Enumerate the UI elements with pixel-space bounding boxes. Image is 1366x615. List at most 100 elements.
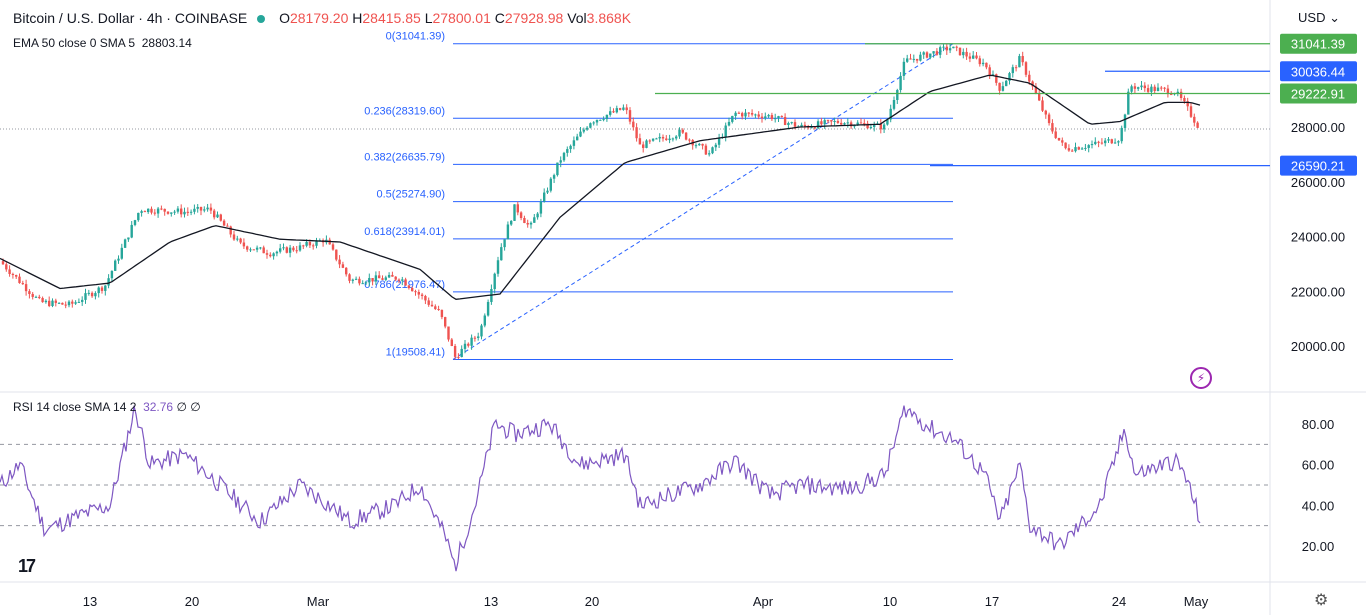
candle — [599, 119, 602, 121]
candle-body — [1153, 86, 1156, 91]
candle-body — [816, 121, 820, 129]
ema-legend[interactable]: EMA 50 close 0 SMA 5 28803.14 — [13, 36, 192, 50]
candle — [295, 245, 298, 254]
candle — [21, 280, 24, 285]
candle-body — [655, 138, 658, 140]
candle — [54, 298, 57, 307]
candle — [929, 53, 932, 60]
candle-body — [61, 302, 64, 305]
candle — [206, 203, 209, 212]
candle-body — [414, 291, 417, 293]
candle-body — [585, 127, 589, 130]
candle-body — [939, 47, 942, 55]
candle — [1021, 51, 1024, 66]
fibonacci-retracement[interactable]: 0(31041.39) 0.236(28319.60) 0.382(26635.79… — [364, 31, 954, 360]
candle — [777, 115, 780, 123]
candle-body — [315, 240, 318, 246]
candle — [473, 335, 477, 342]
candle-body — [747, 112, 750, 114]
candle-body — [1160, 87, 1163, 89]
candle — [1146, 84, 1150, 94]
candle — [975, 52, 978, 60]
rsi-tick-label: 60.00 — [1302, 458, 1335, 473]
candle — [1156, 83, 1160, 92]
candle-body — [246, 246, 249, 250]
candle — [470, 334, 473, 350]
candle — [678, 127, 681, 139]
candle — [1008, 71, 1011, 85]
candle — [447, 326, 450, 342]
candle-body — [387, 274, 391, 278]
candle-body — [430, 304, 434, 307]
candle-body — [651, 138, 655, 141]
candle — [731, 115, 734, 124]
horizontal-levels[interactable]: 31041.39 30036.44 29222.91 26590.21 — [655, 33, 1357, 176]
candle-body — [787, 122, 790, 126]
candle-body — [117, 258, 120, 261]
candle-body — [780, 116, 783, 118]
candle-body — [180, 208, 183, 215]
candle-body — [1014, 67, 1018, 69]
candle-body — [411, 288, 414, 292]
candle — [104, 285, 107, 296]
candle — [120, 243, 123, 260]
candle-body — [242, 242, 246, 247]
candle-body — [219, 214, 222, 221]
candle-body — [173, 211, 176, 213]
candle-body — [341, 264, 345, 268]
candle — [1097, 140, 1100, 148]
flash-icon[interactable]: ⚡ — [1190, 367, 1212, 389]
candle — [582, 127, 585, 134]
candle — [430, 300, 434, 307]
rsi-tick-label: 20.00 — [1302, 539, 1335, 554]
candle — [493, 272, 496, 294]
candle — [879, 119, 882, 134]
candle-body — [1193, 116, 1196, 123]
candle-body — [886, 119, 889, 125]
symbol-title[interactable]: Bitcoin / U.S. Dollar · 4h · COINBASE — [13, 10, 248, 26]
candle — [24, 279, 28, 296]
price-level-value: 30036.44 — [1291, 64, 1345, 79]
candle-body — [71, 301, 74, 304]
candle-body — [463, 343, 467, 349]
candle-body — [777, 116, 780, 119]
candle-body — [437, 308, 440, 310]
candle-body — [952, 46, 955, 49]
candle-body — [1100, 142, 1104, 144]
candle-body — [671, 138, 675, 140]
candle-body — [562, 152, 566, 161]
candle — [11, 272, 15, 279]
candle-body — [909, 58, 912, 60]
price-tick-label: 20000.00 — [1291, 339, 1345, 354]
candle — [486, 299, 490, 317]
price-axis[interactable]: 20000.00 22000.00 24000.00 26000.00 28000.00 — [1291, 120, 1345, 354]
candle — [117, 255, 120, 264]
fib-level-label: 0.618(23914.01) — [364, 226, 445, 238]
candle — [275, 250, 279, 257]
candle — [655, 137, 658, 140]
candle — [612, 108, 615, 114]
chevron-down-icon: ⌄ — [1329, 10, 1340, 25]
candle — [698, 142, 701, 146]
candle — [1034, 82, 1038, 95]
candle — [513, 204, 516, 222]
candle-body — [199, 206, 203, 211]
candle — [265, 249, 269, 259]
time-axis[interactable]: 13 20 Mar 13 20 Apr 10 17 24 May — [83, 594, 1209, 609]
candle-body — [107, 278, 110, 286]
rsi-legend[interactable]: RSI 14 close SMA 14 2 32.76 ∅ ∅ — [13, 400, 201, 414]
candle-body — [645, 140, 648, 148]
candle-body — [34, 296, 38, 298]
candle — [704, 143, 708, 155]
candle-body — [658, 136, 661, 139]
candle-body — [741, 113, 744, 117]
candle-body — [694, 145, 698, 147]
gear-icon[interactable]: ⚙ — [1314, 592, 1329, 609]
candle-body — [252, 249, 255, 251]
candle — [427, 297, 430, 307]
time-tick-label: Apr — [753, 594, 774, 609]
currency-selector[interactable]: USD ⌄ — [1298, 10, 1340, 26]
candle-body — [450, 339, 453, 347]
candle-body — [8, 269, 11, 274]
